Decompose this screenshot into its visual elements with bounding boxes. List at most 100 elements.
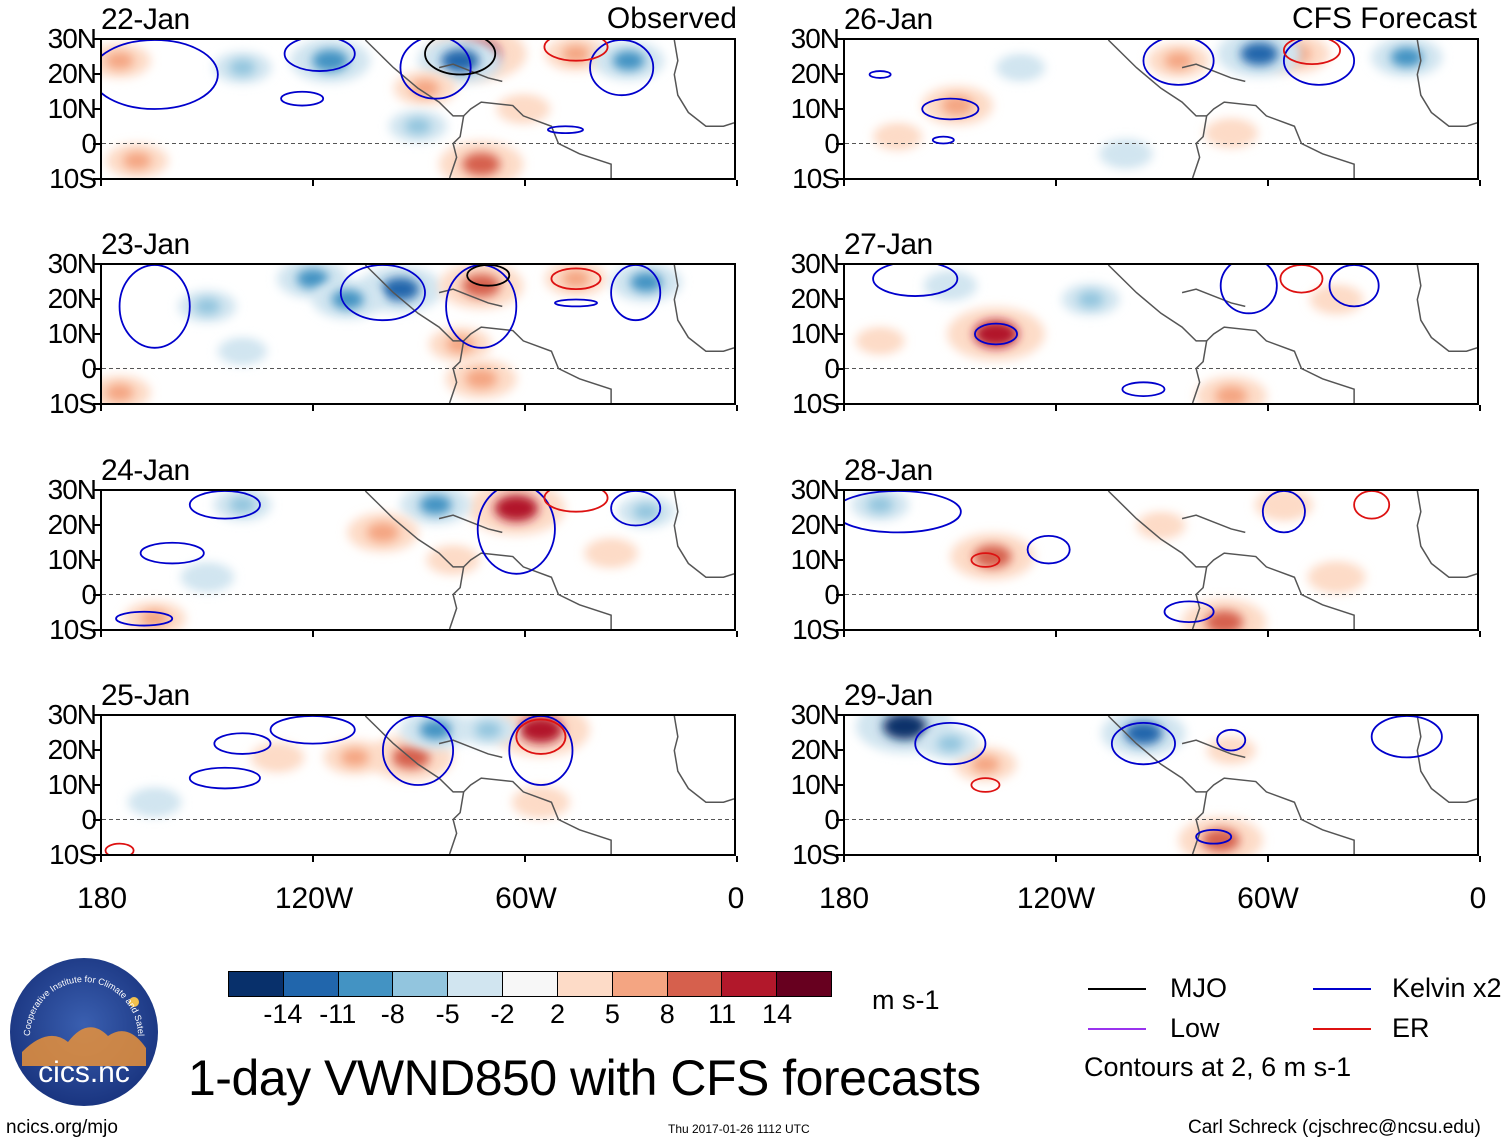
lat-tick-label: 10S (792, 388, 840, 419)
black-contour (466, 265, 511, 287)
lon-tick (736, 856, 738, 862)
anomaly-core (1124, 721, 1163, 745)
logo-text: cics.nc (38, 1056, 130, 1089)
coastline (364, 40, 612, 178)
lat-tick (93, 714, 100, 716)
lat-tick (93, 594, 100, 596)
panel-plot (102, 40, 734, 178)
blue-contour (931, 135, 955, 145)
red-contour (970, 552, 1001, 568)
lat-tick (836, 854, 843, 856)
lat-tick (836, 749, 843, 751)
red-contour (1279, 265, 1324, 294)
blue-contour (381, 716, 455, 786)
map-panel-27-Jan (843, 263, 1479, 405)
lon-tick (843, 631, 845, 637)
legend-label-mjo: MJO (1170, 973, 1227, 1003)
anomaly-core (1149, 518, 1173, 533)
legend-label-kelvin: Kelvin x2 (1392, 973, 1502, 1003)
anomaly-core (441, 49, 480, 73)
colorbar-segment (229, 972, 284, 996)
lat-tick (93, 854, 100, 856)
lat-tick-label: 0 (81, 128, 97, 159)
anomaly-core (511, 101, 536, 117)
colorbar-segment (722, 972, 778, 996)
lon-tick (1479, 405, 1481, 411)
map-panel-28-Jan (843, 489, 1479, 631)
anomaly-core (381, 277, 420, 301)
lon-tick (1479, 856, 1481, 862)
lon-tick (843, 856, 845, 862)
red-contour (550, 267, 602, 291)
panel-date-label: 28-Jan (844, 454, 933, 487)
lat-tick (93, 38, 100, 40)
colorbar-segment (338, 972, 394, 996)
blue-contour (868, 70, 892, 79)
red-contour (543, 40, 609, 62)
red-contour (1353, 491, 1391, 520)
blue-contour (139, 541, 205, 565)
lat-tick (93, 749, 100, 751)
lat-tick-label: 0 (824, 353, 840, 384)
anomaly-core (1205, 610, 1244, 629)
lon-tick (1267, 180, 1269, 186)
blue-contour (914, 721, 987, 766)
legend-line-kelvin (1313, 988, 1371, 990)
lat-tick (836, 629, 843, 631)
anomaly-core (404, 118, 432, 135)
panel-date-label: 24-Jan (101, 454, 190, 487)
cics-logo: Cooperative Institute for Climate and Sa… (8, 956, 158, 1106)
anomaly-core (1113, 146, 1138, 162)
map-panel-26-Jan (843, 38, 1479, 180)
colorbar-segment (777, 972, 831, 996)
anomaly-core (938, 278, 963, 294)
lat-tick-label: 20N (47, 509, 97, 540)
blue-contour (115, 610, 174, 627)
lat-tick (93, 819, 100, 821)
lat-tick (93, 368, 100, 370)
lat-tick-label: 0 (81, 579, 97, 610)
coastline (1107, 716, 1355, 854)
anomaly-core (633, 503, 660, 520)
lat-tick (836, 368, 843, 370)
red-contour (515, 718, 567, 755)
blue-contour (1370, 716, 1443, 759)
anomaly-core (105, 52, 134, 70)
lon-tick (843, 405, 845, 411)
blue-contour (188, 766, 261, 790)
lat-tick (836, 594, 843, 596)
lat-tick-label: 0 (81, 804, 97, 835)
lat-tick (93, 143, 100, 145)
lat-tick (93, 333, 100, 335)
coastline (438, 739, 503, 759)
blue-contour (589, 40, 655, 97)
lat-tick (93, 73, 100, 75)
lat-tick (93, 524, 100, 526)
anomaly-core (419, 495, 452, 515)
red-contour (543, 491, 609, 513)
coastline (364, 491, 612, 629)
blue-contour (1163, 600, 1215, 624)
colorbar-segment (283, 972, 339, 996)
panel-date-label: 26-Jan (844, 3, 933, 36)
lon-tick (1055, 631, 1057, 637)
anomaly-core (867, 496, 894, 513)
lat-tick (93, 178, 100, 180)
lat-tick-label: 0 (824, 804, 840, 835)
coastline (364, 265, 612, 403)
lon-tick (1267, 405, 1269, 411)
lat-tick (93, 629, 100, 631)
anomaly-core (527, 794, 554, 811)
blue-contour (339, 265, 426, 322)
coastline (673, 716, 734, 803)
coastline (1416, 491, 1477, 578)
panel-date-label: 25-Jan (101, 679, 190, 712)
coastline (448, 791, 465, 854)
colorbar-level-label: -5 (435, 999, 460, 1029)
lat-tick (93, 298, 100, 300)
lat-tick (836, 108, 843, 110)
anomaly-core (391, 745, 430, 769)
coastline (1416, 716, 1477, 803)
anomaly-core (561, 45, 591, 63)
blue-contour (1195, 828, 1233, 845)
